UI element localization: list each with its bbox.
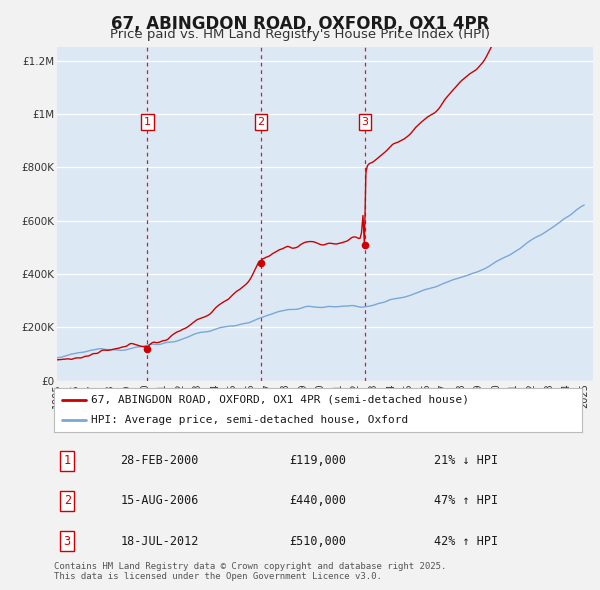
Text: 67, ABINGDON ROAD, OXFORD, OX1 4PR: 67, ABINGDON ROAD, OXFORD, OX1 4PR [111,15,489,33]
Text: £440,000: £440,000 [290,494,347,507]
Text: 47% ↑ HPI: 47% ↑ HPI [434,494,498,507]
Text: £119,000: £119,000 [290,454,347,467]
Text: Price paid vs. HM Land Registry's House Price Index (HPI): Price paid vs. HM Land Registry's House … [110,28,490,41]
Text: 2: 2 [64,494,71,507]
Text: 42% ↑ HPI: 42% ↑ HPI [434,535,498,548]
Text: 15-AUG-2006: 15-AUG-2006 [121,494,199,507]
Text: HPI: Average price, semi-detached house, Oxford: HPI: Average price, semi-detached house,… [91,415,408,425]
Text: 3: 3 [64,535,71,548]
Text: 67, ABINGDON ROAD, OXFORD, OX1 4PR (semi-detached house): 67, ABINGDON ROAD, OXFORD, OX1 4PR (semi… [91,395,469,405]
Text: Contains HM Land Registry data © Crown copyright and database right 2025.
This d: Contains HM Land Registry data © Crown c… [54,562,446,581]
Text: 3: 3 [362,117,368,127]
Text: 2: 2 [257,117,265,127]
Text: 18-JUL-2012: 18-JUL-2012 [121,535,199,548]
Text: £510,000: £510,000 [290,535,347,548]
Text: 1: 1 [64,454,71,467]
Text: 21% ↓ HPI: 21% ↓ HPI [434,454,498,467]
Text: 1: 1 [144,117,151,127]
Text: 28-FEB-2000: 28-FEB-2000 [121,454,199,467]
